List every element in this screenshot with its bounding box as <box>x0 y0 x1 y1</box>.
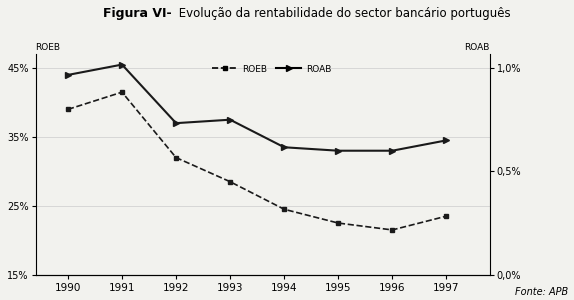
ROEB <box>335 221 342 225</box>
Text: Figura VI-: Figura VI- <box>103 8 172 20</box>
Text: Fonte: APB: Fonte: APB <box>515 287 568 297</box>
ROEB <box>119 90 126 94</box>
ROAB <box>119 63 126 66</box>
Text: ROEB: ROEB <box>36 43 60 52</box>
ROEB <box>227 180 234 184</box>
Line: ROEB: ROEB <box>65 90 449 232</box>
ROEB <box>64 108 71 111</box>
ROAB <box>227 118 234 122</box>
Line: ROAB: ROAB <box>65 61 449 154</box>
ROEB <box>389 228 395 232</box>
ROAB <box>443 139 450 142</box>
ROAB <box>389 149 395 152</box>
ROAB <box>335 149 342 152</box>
ROAB <box>173 122 180 125</box>
Text: ROAB: ROAB <box>464 43 490 52</box>
ROEB <box>173 156 180 159</box>
ROEB <box>443 214 450 218</box>
ROEB <box>281 208 288 211</box>
ROAB <box>64 73 71 77</box>
Legend: ROEB, ROAB: ROEB, ROAB <box>208 61 335 77</box>
Text: Evolução da rentabilidade do sector bancário português: Evolução da rentabilidade do sector banc… <box>175 8 511 20</box>
ROAB <box>281 146 288 149</box>
